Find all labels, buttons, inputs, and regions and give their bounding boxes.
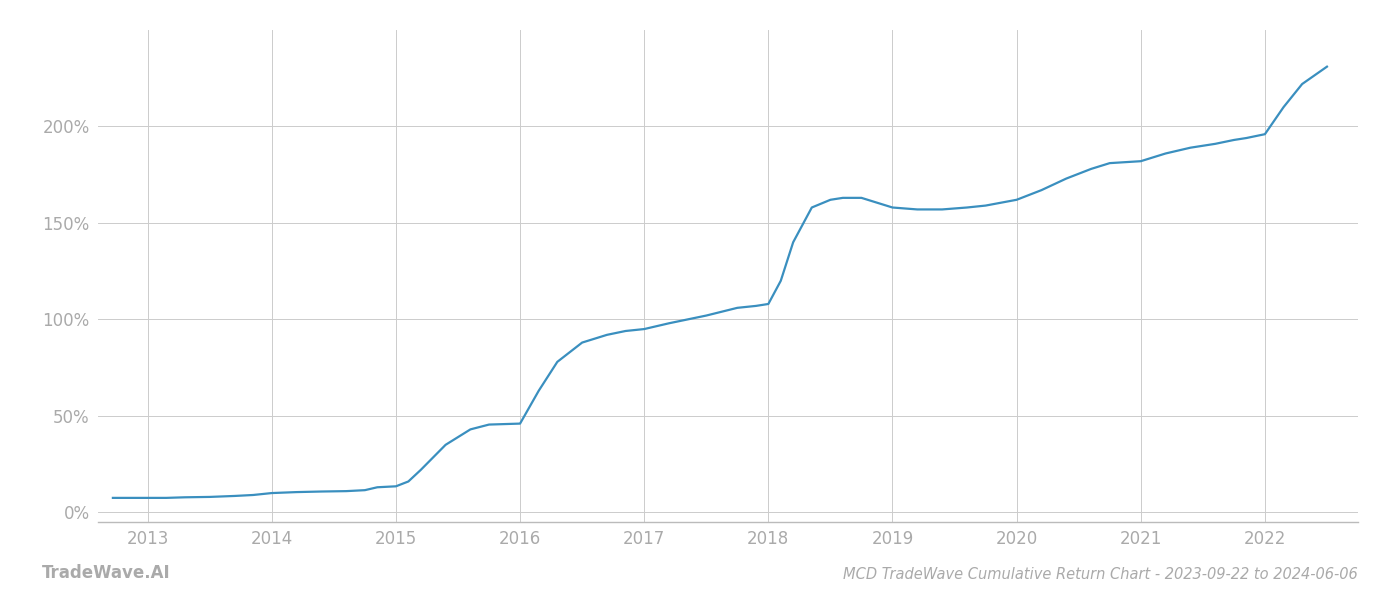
- Text: MCD TradeWave Cumulative Return Chart - 2023-09-22 to 2024-06-06: MCD TradeWave Cumulative Return Chart - …: [843, 567, 1358, 582]
- Text: TradeWave.AI: TradeWave.AI: [42, 564, 171, 582]
